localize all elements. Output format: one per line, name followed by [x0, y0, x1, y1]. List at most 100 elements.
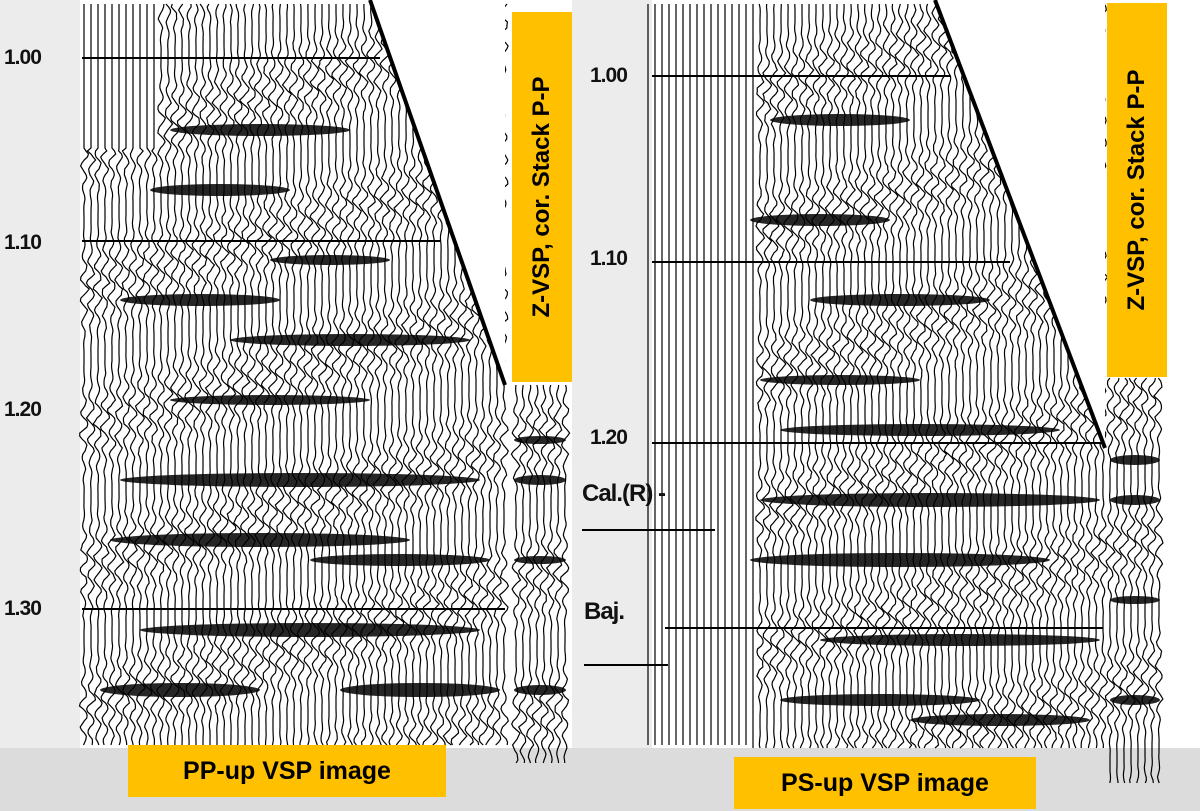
left-side-label: Z-VSP, cor. Stack P-P [512, 12, 572, 382]
reflection-band [310, 554, 490, 566]
trace-line [915, 3, 927, 749]
right-corridor-strip [1104, 377, 1164, 784]
trace-line [901, 3, 913, 749]
right-time-tick-3: 1.20 [590, 426, 628, 449]
reflection-band [910, 714, 1090, 726]
trace-line [400, 3, 413, 746]
middle-axis-background [572, 0, 652, 748]
trace-line [775, 3, 787, 749]
trace-line [755, 3, 766, 749]
reflection-band [514, 436, 566, 444]
trace-line [559, 384, 571, 764]
reflection-band [760, 375, 920, 385]
left-first-break-line [368, 0, 507, 386]
left-corridor-strip [510, 384, 571, 764]
trace-line [386, 3, 399, 746]
trace-line [965, 3, 976, 749]
reflection-band [810, 294, 990, 306]
trace-line [372, 3, 384, 746]
right-time-tick-2: 1.10 [590, 247, 628, 270]
trace-line [134, 4, 146, 746]
trace-line [379, 3, 391, 746]
right-side-label: Z-VSP, cor. Stack P-P [1107, 3, 1167, 377]
reflection-band [150, 184, 290, 196]
trace-line [922, 3, 934, 749]
trace-line [908, 3, 920, 749]
trace-line [894, 3, 906, 749]
formation-label-cal: Cal.(R) - [582, 480, 666, 507]
trace-line [950, 3, 962, 749]
reflection-band [780, 424, 1060, 436]
right-first-break-line [933, 0, 1107, 449]
left-time-tick-2: 1.10 [4, 231, 42, 254]
trace-line [1146, 377, 1158, 784]
trace-line [337, 4, 349, 746]
trace-line [1140, 377, 1150, 784]
reflection-band [1110, 495, 1160, 505]
left-axis-background [0, 0, 80, 748]
reflection-band [780, 694, 980, 706]
reflection-band [770, 114, 910, 126]
right-time-tick-1: 1.00 [590, 64, 628, 87]
trace-line [1153, 377, 1164, 784]
left-time-tick-1: 1.00 [4, 46, 42, 69]
trace-line [517, 384, 528, 764]
trace-line [365, 3, 376, 746]
reflection-band [760, 493, 1100, 507]
trace-line [344, 4, 356, 746]
left-time-tick-4: 1.30 [4, 597, 42, 620]
reflection-band [110, 533, 410, 547]
trace-line [782, 3, 794, 749]
reflection-band [750, 553, 1050, 567]
trace-line [957, 3, 969, 749]
reflection-band [750, 214, 890, 226]
trace-line [99, 4, 111, 746]
reflection-band [140, 623, 480, 637]
trace-line [358, 3, 369, 746]
trace-line [510, 384, 522, 764]
trace-line [1118, 377, 1130, 784]
trace-line [538, 384, 550, 764]
reflection-band [230, 334, 470, 346]
trace-line [1112, 377, 1123, 784]
trace-line [142, 4, 153, 746]
trace-line [887, 3, 899, 749]
trace-line [121, 4, 131, 746]
trace-line [531, 384, 543, 764]
trace-line [1104, 377, 1116, 784]
reflection-band [1110, 695, 1160, 705]
reflection-band [1110, 455, 1160, 465]
trace-line [1125, 377, 1137, 784]
trace-line [114, 4, 125, 746]
reflection-band [514, 685, 566, 695]
trace-line [525, 384, 536, 764]
trace-line [545, 384, 557, 764]
reflection-band [170, 124, 350, 136]
trace-line [162, 3, 174, 746]
reflection-band [120, 473, 480, 487]
reflection-band [1110, 596, 1160, 604]
reflection-band [340, 683, 500, 697]
trace-line [85, 4, 97, 746]
right-caption: PS-up VSP image [734, 757, 1036, 809]
reflection-band [514, 556, 566, 564]
trace-line [106, 4, 118, 746]
reflection-band [170, 395, 370, 405]
trace-line [1132, 377, 1144, 784]
reflection-band [100, 683, 260, 697]
reflection-band [514, 475, 566, 485]
trace-line [351, 4, 363, 746]
reflection-band [820, 634, 1100, 646]
trace-line [943, 3, 955, 749]
trace-line [768, 3, 780, 749]
trace-line [929, 3, 941, 749]
trace-line [155, 3, 167, 746]
trace-line [393, 3, 405, 746]
formation-label-baj: Baj. [584, 598, 625, 625]
reflection-band [270, 255, 390, 265]
trace-line [148, 4, 160, 746]
trace-line [761, 3, 773, 749]
trace-line [92, 4, 103, 746]
